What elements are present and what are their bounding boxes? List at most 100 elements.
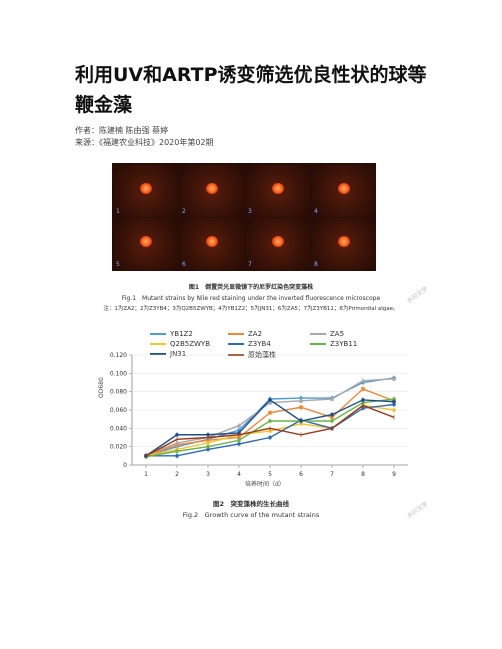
panel-number: 1 [116,208,120,215]
legend-item: ZA2 [228,330,262,338]
panel-number: 5 [116,261,120,268]
data-point [175,432,179,437]
legend-item: Q2B5ZWYB [150,340,210,348]
y-tick-label: 0.060 [110,407,127,414]
legend-label: Z3YB4 [248,340,271,348]
micrograph-panel: 2 [180,165,244,217]
data-point [268,410,272,415]
y-tick-label: 0.120 [110,352,127,359]
data-point [206,432,210,437]
data-point [391,376,397,381]
data-point [206,441,210,445]
y-tick-label: 0.020 [110,444,127,451]
figure1-note: 注：1为ZA2；2为Z3YB4；3为Q2B5ZWYB；4为YB1Z2；5为JN3… [103,306,399,312]
data-point [268,419,272,423]
legend-label: Q2B5ZWYB [170,340,211,348]
data-point [329,396,335,401]
data-point [268,398,272,402]
legend-label: ZA2 [248,330,263,338]
x-tick-label: 2 [175,471,179,478]
source-line: 来源：《福建农业科技》2020年第02期 [75,138,214,147]
figure2-caption-cn: 图2 突变藻株的生长曲线 [212,500,290,508]
figure2-caption-en: Fig.2 Growth curve of the mutant strains [182,511,320,519]
panel-number: 7 [248,261,252,268]
panel-number: 3 [248,208,252,215]
data-point [206,444,210,449]
data-point [268,435,272,440]
x-tick-label: 6 [299,471,303,478]
micrograph-panel: 3 [246,165,310,217]
micrograph-panel: 4 [312,165,376,217]
data-point [299,419,303,423]
figure1-caption-en: Fig.1 Mutant strains by Nile red stainin… [121,295,381,302]
article-title: 利用UV和ARTP诱变筛选优良性状的球等鞭金藻 [75,64,427,116]
data-point [392,402,396,407]
data-point [268,429,272,433]
data-point [299,405,303,410]
legend-swatch [310,343,326,345]
legend-item: Z3YB4 [228,340,271,348]
data-point [236,423,242,428]
algae-colony [206,236,218,247]
data-point [330,412,334,417]
micrograph-panel: 5 [114,218,178,270]
data-point [298,395,304,401]
panel-number: 6 [182,261,186,268]
legend-item: YB1Z2 [150,330,193,338]
data-point [330,419,334,423]
x-tick-label: 8 [361,471,365,478]
legend-swatch [150,343,166,345]
data-point [361,400,365,405]
algae-colony [272,236,284,247]
data-point [392,399,396,404]
y-tick-label: 0.040 [110,425,127,432]
legend-item: JN31 [150,350,186,358]
data-point [174,440,180,445]
data-point [237,442,241,446]
data-point [175,454,179,458]
data-point [299,421,303,426]
micrograph-panel: 7 [246,218,310,270]
x-tick-label: 7 [330,471,334,478]
legend-item: ZA5 [310,330,344,338]
data-point [361,387,365,391]
x-tick-label: 5 [268,471,272,478]
data-point [298,398,304,403]
x-tick-label: 4 [237,471,241,478]
legend-item: Z3YB11 [310,340,357,348]
y-tick-label: 0 [123,462,127,469]
algae-colony [206,183,218,194]
data-point [361,406,365,410]
legend-swatch [150,353,166,355]
figure1-micrograph-grid: 1 2 3 4 5 6 7 8 [112,163,376,271]
legend-label: YB1Z2 [170,330,193,338]
data-point [237,435,241,440]
algae-colony [140,183,152,194]
y-axis-label: OD680 [98,377,105,398]
data-point [361,398,365,402]
data-point [330,415,334,420]
legend-label: Z3YB11 [330,340,358,348]
data-point [237,438,241,443]
author-line: 作者：陈建楠 陈由强 蔡婷 [75,126,169,135]
micrograph-panel: 8 [312,218,376,270]
legend-swatch [228,333,244,335]
x-tick-label: 1 [144,471,148,478]
data-point [206,438,210,443]
panel-number: 8 [314,261,318,268]
panel-number: 2 [182,208,186,215]
data-point [392,408,396,412]
legend-label: JN31 [170,350,187,358]
data-point [360,378,366,383]
panel-number: 4 [314,208,318,215]
legend-swatch [310,333,326,335]
algae-colony [338,236,350,247]
data-point [206,447,210,452]
growth-curve-chart: 0 0.020 0.040 0.060 0.080 0.100 0.120 1 2 3 4 5 6 7 8 9 [110,352,408,478]
x-tick-label: 9 [392,471,396,478]
x-tick-label: 3 [206,471,210,478]
y-tick-label: 0.100 [110,370,127,377]
micrograph-panel: 1 [114,165,178,217]
algae-colony [140,236,152,247]
x-axis-label: 培养时间（d） [245,481,285,488]
